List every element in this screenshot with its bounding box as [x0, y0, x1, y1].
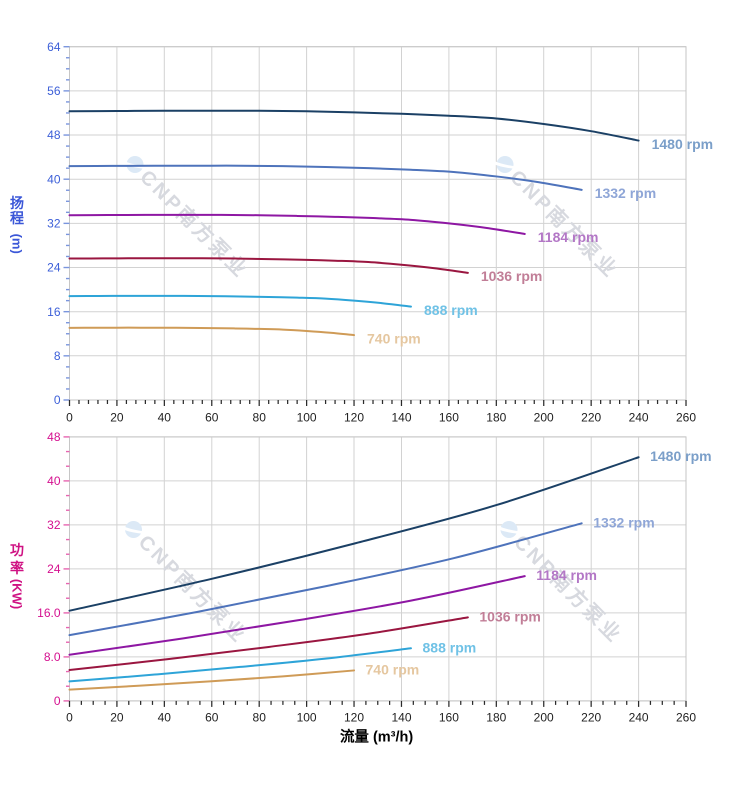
svg-text:200: 200 — [534, 711, 554, 725]
svg-text:40: 40 — [47, 172, 61, 186]
svg-text:56: 56 — [47, 84, 61, 98]
svg-text:率: 率 — [10, 560, 24, 576]
svg-text:240: 240 — [629, 711, 649, 725]
svg-text:24: 24 — [47, 562, 61, 576]
svg-text:64: 64 — [47, 40, 61, 54]
svg-text:80: 80 — [253, 711, 267, 725]
svg-text:40: 40 — [158, 410, 172, 424]
svg-text:0: 0 — [66, 711, 73, 725]
svg-text:180: 180 — [486, 410, 506, 424]
svg-text:260: 260 — [676, 410, 696, 424]
svg-text:1184 rpm: 1184 rpm — [536, 567, 597, 583]
svg-text:0: 0 — [66, 410, 73, 424]
svg-text:1480 rpm: 1480 rpm — [650, 448, 711, 464]
svg-text:180: 180 — [486, 711, 506, 725]
svg-text:40: 40 — [47, 474, 61, 488]
svg-text:220: 220 — [581, 410, 601, 424]
svg-text:(KW): (KW) — [10, 579, 25, 609]
svg-text:20: 20 — [110, 711, 124, 725]
svg-text:32: 32 — [47, 217, 61, 231]
svg-text:220: 220 — [581, 711, 601, 725]
svg-text:1332 rpm: 1332 rpm — [595, 185, 656, 201]
svg-text:100: 100 — [297, 711, 317, 725]
svg-text:120: 120 — [344, 410, 364, 424]
svg-text:0: 0 — [54, 393, 61, 407]
svg-text:程: 程 — [10, 210, 24, 226]
svg-text:160: 160 — [439, 711, 459, 725]
svg-text:扬: 扬 — [10, 195, 24, 211]
svg-text:1036 rpm: 1036 rpm — [481, 268, 542, 284]
svg-text:160: 160 — [439, 410, 459, 424]
svg-text:260: 260 — [676, 711, 696, 725]
svg-text:100: 100 — [297, 410, 317, 424]
svg-text:60: 60 — [205, 410, 219, 424]
svg-text:140: 140 — [391, 410, 411, 424]
svg-text:80: 80 — [253, 410, 267, 424]
svg-text:1184 rpm: 1184 rpm — [538, 229, 599, 245]
svg-text:8.0: 8.0 — [44, 650, 61, 664]
svg-text:流量 (m³/h): 流量 (m³/h) — [340, 728, 413, 746]
svg-text:1036 rpm: 1036 rpm — [479, 608, 540, 624]
svg-text:1332 rpm: 1332 rpm — [593, 514, 654, 530]
svg-text:48: 48 — [47, 128, 61, 142]
svg-text:200: 200 — [534, 410, 554, 424]
svg-text:48: 48 — [47, 430, 61, 444]
svg-text:740 rpm: 740 rpm — [366, 661, 420, 677]
svg-text:888 rpm: 888 rpm — [423, 639, 477, 655]
svg-text:16: 16 — [47, 305, 61, 319]
svg-text:(m): (m) — [10, 234, 25, 254]
svg-text:0: 0 — [54, 694, 61, 708]
svg-text:240: 240 — [629, 410, 649, 424]
svg-text:1480 rpm: 1480 rpm — [652, 136, 713, 152]
svg-text:功: 功 — [10, 542, 24, 558]
svg-text:24: 24 — [47, 261, 61, 275]
svg-text:32: 32 — [47, 518, 61, 532]
svg-text:16.0: 16.0 — [37, 606, 61, 620]
svg-text:8: 8 — [54, 349, 61, 363]
svg-text:60: 60 — [205, 711, 219, 725]
svg-text:20: 20 — [110, 410, 124, 424]
svg-text:740 rpm: 740 rpm — [367, 330, 421, 346]
svg-text:120: 120 — [344, 711, 364, 725]
svg-text:40: 40 — [158, 711, 172, 725]
svg-text:888 rpm: 888 rpm — [424, 302, 478, 318]
svg-text:140: 140 — [391, 711, 411, 725]
